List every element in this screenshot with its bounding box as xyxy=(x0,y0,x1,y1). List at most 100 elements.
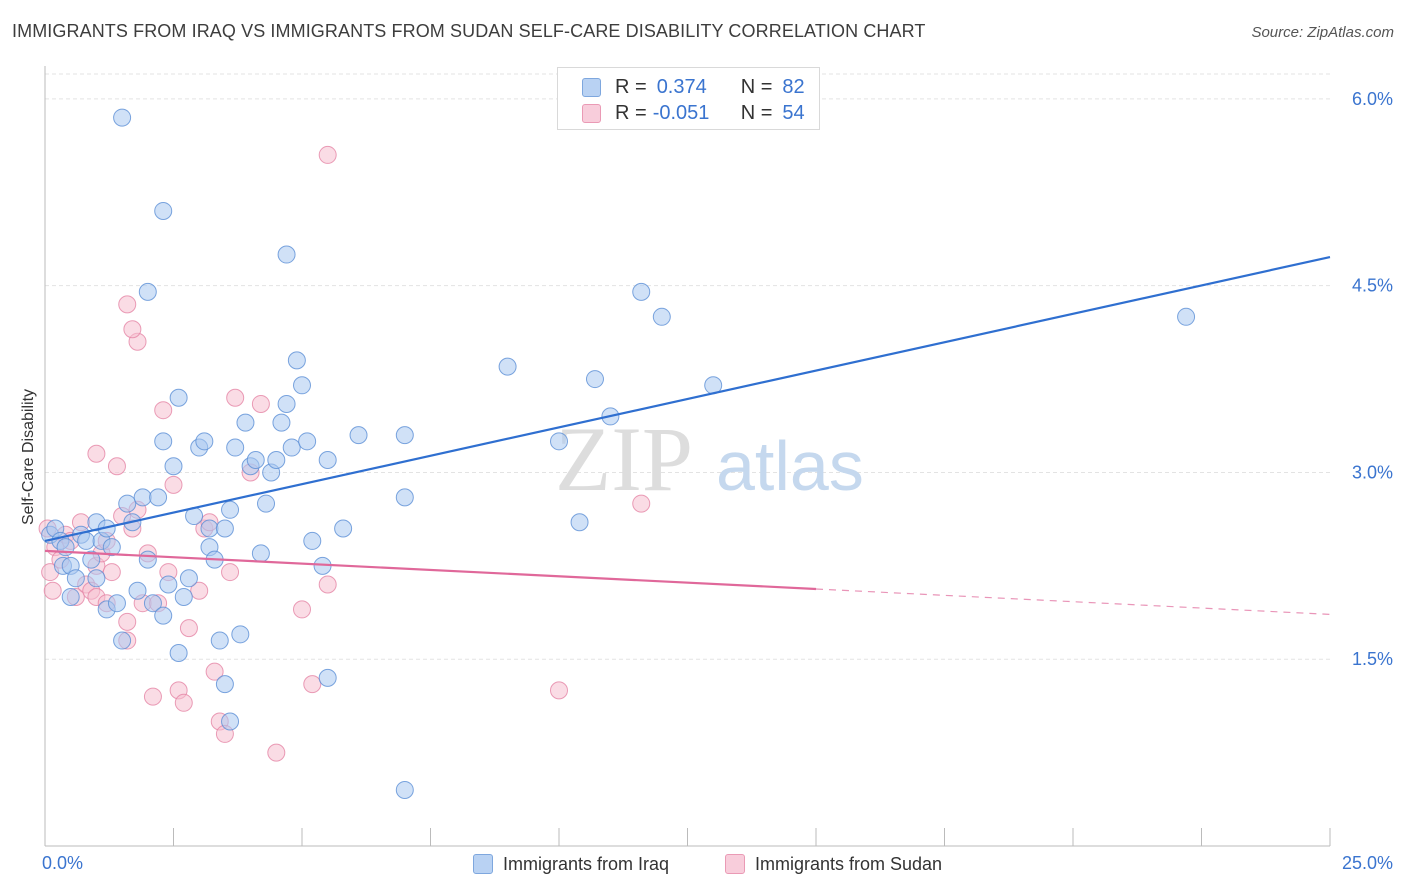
series-label-sudan: Immigrants from Sudan xyxy=(755,853,943,874)
point-iraq xyxy=(138,550,157,569)
point-iraq xyxy=(231,625,250,644)
point-iraq xyxy=(128,581,147,600)
point-iraq xyxy=(226,438,245,457)
point-iraq xyxy=(77,531,96,550)
point-sudan xyxy=(118,295,137,314)
point-sudan xyxy=(87,444,106,463)
point-iraq xyxy=(318,451,337,469)
legend-n-value: 82 xyxy=(782,75,805,98)
point-sudan xyxy=(251,394,270,413)
point-sudan xyxy=(154,401,173,420)
y-tick-label: 6.0% xyxy=(1352,89,1393,109)
point-iraq xyxy=(133,488,152,507)
point-sudan xyxy=(43,581,62,600)
series-legend-sudan: Immigrants from Sudan xyxy=(725,852,942,876)
point-sudan xyxy=(179,619,198,638)
point-iraq xyxy=(282,438,301,457)
point-iraq xyxy=(349,426,368,445)
point-iraq xyxy=(221,500,240,519)
point-iraq xyxy=(164,457,183,476)
point-iraq xyxy=(169,644,188,662)
point-iraq xyxy=(303,531,322,550)
series-swatch-iraq xyxy=(473,854,493,874)
point-iraq xyxy=(570,513,589,532)
point-iraq xyxy=(143,594,162,613)
legend-row-sudan: R = -0.051 N = 54 xyxy=(582,101,805,125)
point-iraq xyxy=(210,631,229,650)
data-points xyxy=(38,108,1196,799)
point-iraq xyxy=(138,282,157,301)
point-iraq xyxy=(585,370,604,389)
point-iraq xyxy=(61,587,80,606)
legend-n-value: 54 xyxy=(782,101,805,124)
point-iraq xyxy=(334,519,353,538)
point-sudan xyxy=(107,457,126,476)
point-iraq xyxy=(652,307,671,326)
point-iraq xyxy=(159,575,178,594)
point-sudan xyxy=(118,612,137,631)
point-iraq xyxy=(395,426,414,445)
y-tick-label: 1.5% xyxy=(1352,649,1393,669)
point-iraq xyxy=(215,675,234,694)
watermark: ZIP atlas xyxy=(555,408,864,510)
point-sudan xyxy=(267,743,286,762)
point-iraq xyxy=(154,606,173,625)
point-sudan xyxy=(174,693,193,712)
point-sudan xyxy=(123,320,142,339)
point-iraq xyxy=(102,538,121,557)
legend-n-label: N = xyxy=(740,101,773,124)
point-iraq xyxy=(179,569,198,588)
point-sudan xyxy=(632,494,651,513)
chart-title: IMMIGRANTS FROM IRAQ VS IMMIGRANTS FROM … xyxy=(12,21,926,41)
series-swatch-sudan xyxy=(725,854,745,874)
point-iraq xyxy=(236,413,255,432)
legend-r-value: -0.051 xyxy=(652,101,710,124)
point-iraq xyxy=(277,245,296,264)
legend-n-label: N = xyxy=(740,75,773,98)
point-iraq xyxy=(107,594,126,613)
trend-line-extension-sudan xyxy=(815,588,1331,615)
point-iraq xyxy=(149,488,168,507)
point-sudan xyxy=(102,563,121,582)
point-sudan xyxy=(143,687,162,706)
point-iraq xyxy=(267,451,286,469)
watermark-atlas: atlas xyxy=(716,427,864,505)
point-iraq xyxy=(87,569,106,588)
point-sudan xyxy=(205,662,224,681)
point-iraq xyxy=(293,376,311,395)
point-iraq xyxy=(498,357,517,376)
point-iraq xyxy=(215,519,234,538)
trend-lines xyxy=(44,255,1331,615)
x-tick-label: 25.0% xyxy=(1342,853,1393,873)
point-iraq xyxy=(251,544,270,563)
trend-line-iraq xyxy=(44,255,1331,543)
source-label: Source: ZipAtlas.com xyxy=(1251,24,1394,41)
point-sudan xyxy=(293,600,311,619)
point-iraq xyxy=(82,550,101,569)
legend-r-label: R = xyxy=(615,75,647,98)
point-iraq xyxy=(395,780,414,799)
trend-line-sudan xyxy=(44,549,817,591)
point-sudan xyxy=(550,681,568,700)
correlation-legend: R = 0.374 N = 82 R = -0.051 N = 54 xyxy=(557,67,820,130)
point-iraq xyxy=(298,432,317,451)
point-iraq xyxy=(632,282,651,301)
point-sudan xyxy=(318,145,337,164)
legend-r-label: R = xyxy=(615,101,647,124)
point-iraq xyxy=(154,432,173,451)
point-iraq xyxy=(154,201,173,220)
point-iraq xyxy=(1177,307,1196,326)
legend-row-iraq: R = 0.374 N = 82 xyxy=(582,75,805,99)
series-label-iraq: Immigrants from Iraq xyxy=(503,853,670,874)
point-iraq xyxy=(113,108,132,127)
point-iraq xyxy=(550,432,568,451)
y-tick-label: 3.0% xyxy=(1352,462,1393,482)
point-iraq xyxy=(66,569,85,588)
point-sudan xyxy=(164,475,183,494)
point-sudan xyxy=(303,675,322,694)
point-sudan xyxy=(190,581,209,600)
point-iraq xyxy=(118,494,137,513)
point-iraq xyxy=(246,451,265,469)
watermark-zip: ZIP xyxy=(555,408,693,510)
